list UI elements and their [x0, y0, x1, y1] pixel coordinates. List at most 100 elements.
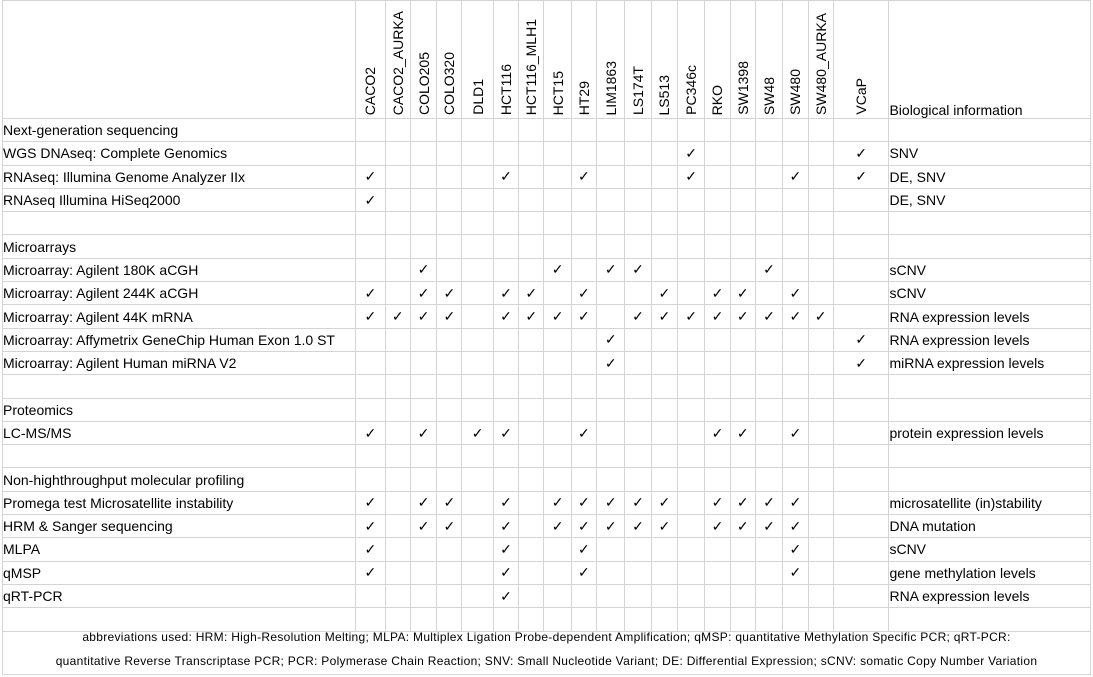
empty-cell — [436, 141, 463, 166]
empty-cell — [676, 560, 706, 585]
empty-cell — [624, 117, 652, 143]
empty-cell — [704, 583, 731, 609]
bio-info-cell: DE, SNV — [888, 187, 1091, 213]
empty-cell — [704, 187, 731, 213]
empty-cell — [807, 397, 834, 422]
empty-cell — [832, 187, 890, 213]
category-label: Microarrays — [1, 234, 357, 259]
empty-cell — [754, 374, 784, 399]
empty-cell — [754, 467, 784, 492]
column-header-hct15: HCT15 — [543, 0, 572, 119]
check-mark-caco2: ✓ — [355, 420, 386, 446]
empty-cell — [355, 583, 386, 609]
empty-cell — [807, 537, 834, 562]
check-mark-colo320: ✓ — [436, 514, 463, 539]
empty-cell — [754, 397, 784, 422]
column-header-label: SW480 — [787, 69, 804, 115]
empty-cell — [436, 420, 463, 446]
method-row: LC-MS/MS ✓ ✓ ✓ ✓ ✓ ✓ ✓ ✓ protein expression level… — [1, 420, 1091, 446]
empty-cell — [650, 350, 678, 376]
empty-cell — [543, 467, 572, 492]
empty-cell — [807, 560, 834, 585]
empty-cell — [729, 141, 756, 166]
empty-cell — [384, 537, 411, 562]
check-mark-hct116: ✓ — [492, 560, 520, 585]
empty-cell — [676, 211, 706, 236]
bio-info-cell: protein expression levels — [888, 420, 1091, 446]
empty-cell — [543, 420, 572, 446]
empty-cell — [596, 467, 626, 492]
empty-cell — [782, 467, 809, 492]
empty-cell — [729, 211, 756, 236]
empty-cell — [782, 583, 809, 609]
empty-cell — [807, 211, 834, 236]
bio-info-cell: RNA expression levels — [888, 304, 1091, 329]
empty-cell — [704, 350, 731, 376]
empty-cell — [676, 537, 706, 562]
empty-cell — [436, 467, 463, 492]
bio-info-cell: RNA expression levels — [888, 583, 1091, 609]
empty-cell — [832, 234, 890, 259]
check-mark-hct116: ✓ — [492, 420, 520, 446]
column-header-hct116: HCT116 — [492, 0, 520, 119]
header-row: CACO2 CACO2_AURKA COLO205 COLO320 DLD1 HCT116… — [1, 0, 1091, 119]
method-row: Microarray: Agilent 244K aCGH ✓ ✓ ✓ ✓ ✓ ✓ ✓ ✓ ✓ ✓ s… — [1, 281, 1091, 306]
empty-cell — [832, 490, 890, 516]
empty-cell — [754, 583, 784, 609]
spacer-row — [1, 211, 1091, 236]
category-label: Non-highthroughput molecular profiling — [1, 467, 357, 492]
check-mark-sw48: ✓ — [754, 514, 784, 539]
empty-cell — [570, 467, 598, 492]
empty-cell — [832, 583, 890, 609]
check-mark-hct116: ✓ — [492, 490, 520, 516]
empty-cell — [650, 117, 678, 143]
empty-cell — [676, 350, 706, 376]
empty-cell — [384, 234, 411, 259]
check-mark-hct116: ✓ — [492, 583, 520, 609]
empty-cell — [492, 397, 520, 422]
column-header-label: LIM1863 — [602, 60, 619, 115]
empty-cell — [832, 444, 890, 469]
empty-cell — [729, 397, 756, 422]
bio-info-cell — [888, 211, 1091, 236]
check-mark-hct15: ✓ — [543, 490, 572, 516]
empty-cell — [676, 607, 706, 632]
empty-cell — [436, 350, 463, 376]
empty-cell — [832, 211, 890, 236]
empty-cell — [596, 537, 626, 562]
empty-cell — [704, 141, 731, 166]
empty-cell — [704, 607, 731, 632]
empty-cell — [704, 164, 731, 189]
empty-cell — [409, 187, 438, 213]
method-row: RNAseq: Illumina Genome Analyzer IIx ✓ ✓ ✓ ✓… — [1, 164, 1091, 189]
empty-cell — [624, 141, 652, 166]
empty-cell — [676, 397, 706, 422]
empty-cell — [624, 537, 652, 562]
check-mark-caco2_aurka: ✓ — [384, 304, 411, 329]
bio-info-cell — [888, 444, 1091, 469]
check-mark-colo205: ✓ — [409, 304, 438, 329]
empty-cell — [782, 444, 809, 469]
empty-cell — [729, 444, 756, 469]
check-mark-sw480_aurka: ✓ — [807, 304, 834, 329]
check-mark-ht29: ✓ — [570, 490, 598, 516]
empty-cell — [384, 164, 411, 189]
empty-cell — [518, 350, 545, 376]
empty-cell — [754, 211, 784, 236]
empty-cell — [624, 583, 652, 609]
empty-cell — [624, 164, 652, 189]
check-mark-rko: ✓ — [704, 420, 731, 446]
check-mark-caco2: ✓ — [355, 560, 386, 585]
empty-cell — [807, 117, 834, 143]
empty-cell — [596, 164, 626, 189]
method-row: Microarray: Agilent 44K mRNA ✓ ✓ ✓ ✓ ✓ ✓ ✓ ✓ ✓ ✓ ✓ ✓… — [1, 304, 1091, 329]
column-header-label: LS513 — [656, 74, 673, 115]
empty-cell — [782, 187, 809, 213]
column-header-label: SW48 — [761, 76, 778, 115]
empty-cell — [807, 607, 834, 632]
empty-cell — [409, 117, 438, 143]
empty-cell — [436, 164, 463, 189]
empty-cell — [704, 211, 731, 236]
empty-cell — [436, 444, 463, 469]
check-mark-sw1398: ✓ — [729, 281, 756, 306]
